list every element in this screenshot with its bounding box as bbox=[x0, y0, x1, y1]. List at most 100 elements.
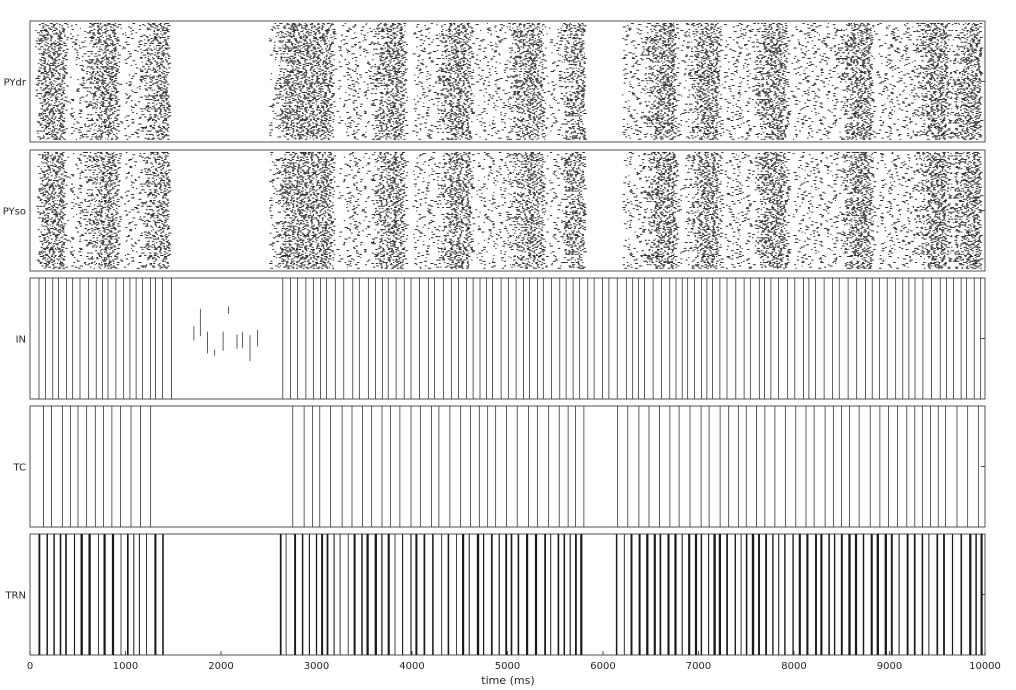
spike bbox=[953, 71, 956, 72]
spike bbox=[700, 52, 703, 54]
spike bbox=[924, 37, 927, 38]
spike bbox=[92, 71, 95, 72]
spike bbox=[716, 30, 718, 31]
spike bbox=[966, 76, 969, 78]
spike bbox=[705, 49, 708, 51]
spike bbox=[684, 55, 688, 57]
spike bbox=[279, 68, 283, 70]
spike bbox=[944, 62, 946, 64]
spike bbox=[440, 71, 445, 72]
spike bbox=[351, 69, 354, 71]
spike bbox=[781, 28, 784, 30]
spike bbox=[452, 34, 454, 36]
spike bbox=[107, 83, 109, 85]
spike bbox=[867, 47, 871, 49]
spike bbox=[932, 30, 935, 31]
spike bbox=[871, 55, 874, 57]
spike bbox=[459, 62, 462, 64]
spike bbox=[349, 76, 353, 78]
spike bbox=[317, 23, 320, 24]
spike bbox=[516, 45, 519, 47]
spike bbox=[302, 30, 304, 31]
spike bbox=[686, 31, 688, 33]
spike bbox=[855, 76, 858, 78]
spike bbox=[522, 46, 524, 48]
spike bbox=[517, 40, 521, 42]
spike bbox=[343, 75, 346, 77]
spike bbox=[399, 76, 401, 78]
spike bbox=[694, 51, 697, 52]
spike bbox=[906, 37, 910, 38]
spike bbox=[650, 39, 654, 41]
spike bbox=[281, 58, 283, 59]
spike bbox=[158, 48, 161, 50]
spike bbox=[276, 32, 280, 34]
spike bbox=[717, 82, 721, 84]
spike bbox=[779, 40, 781, 42]
spike bbox=[513, 71, 516, 72]
spike bbox=[853, 60, 856, 62]
spike bbox=[705, 75, 709, 77]
spike bbox=[908, 62, 911, 64]
spike bbox=[666, 34, 668, 36]
spike bbox=[572, 71, 576, 72]
spike bbox=[649, 23, 651, 24]
spike bbox=[529, 38, 531, 40]
spike bbox=[747, 83, 749, 85]
spike bbox=[106, 61, 110, 63]
spike bbox=[818, 25, 822, 27]
spike bbox=[860, 45, 863, 47]
spike bbox=[555, 49, 560, 51]
spike bbox=[397, 42, 401, 44]
spike bbox=[972, 78, 976, 79]
spike bbox=[538, 35, 540, 37]
spike bbox=[962, 56, 965, 58]
spike bbox=[97, 74, 101, 76]
spike bbox=[515, 75, 519, 77]
spike bbox=[48, 68, 51, 70]
spike bbox=[932, 78, 935, 79]
spike bbox=[93, 44, 97, 45]
spike bbox=[150, 49, 153, 51]
spike bbox=[924, 85, 926, 86]
spike bbox=[577, 71, 580, 72]
spike bbox=[969, 44, 972, 45]
spike bbox=[969, 45, 973, 47]
spike bbox=[569, 54, 571, 56]
spike bbox=[978, 41, 980, 43]
spike bbox=[101, 81, 105, 83]
spike bbox=[839, 30, 843, 31]
spike bbox=[766, 34, 771, 36]
spike bbox=[35, 40, 38, 42]
spike bbox=[317, 31, 320, 33]
spike bbox=[103, 80, 107, 82]
spike bbox=[952, 79, 955, 81]
spike bbox=[695, 63, 699, 65]
spike bbox=[332, 74, 334, 76]
spike bbox=[398, 24, 402, 26]
spike bbox=[278, 65, 281, 66]
spike bbox=[453, 48, 457, 50]
spike bbox=[690, 65, 694, 66]
spike bbox=[698, 37, 701, 38]
spike bbox=[155, 39, 159, 41]
spike bbox=[165, 80, 167, 82]
spike bbox=[805, 67, 808, 69]
spike bbox=[894, 68, 897, 70]
spike bbox=[58, 24, 61, 26]
spike bbox=[468, 26, 472, 28]
spike bbox=[81, 78, 85, 79]
spike bbox=[784, 66, 788, 68]
spike bbox=[110, 75, 115, 77]
spike bbox=[534, 63, 537, 65]
spike bbox=[581, 80, 584, 82]
spike bbox=[91, 66, 93, 68]
spike bbox=[304, 76, 307, 78]
spike bbox=[570, 46, 574, 48]
spike bbox=[889, 60, 893, 62]
spike bbox=[378, 33, 380, 35]
spike bbox=[735, 60, 739, 62]
spike bbox=[918, 35, 921, 37]
spike bbox=[305, 32, 308, 34]
spike bbox=[504, 63, 508, 65]
